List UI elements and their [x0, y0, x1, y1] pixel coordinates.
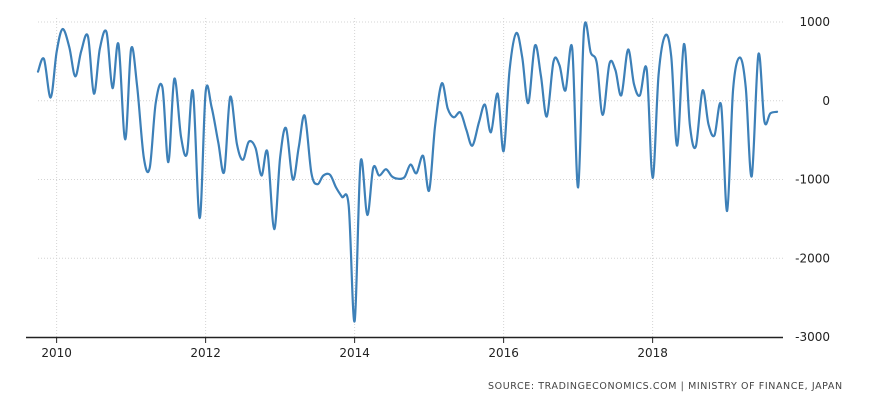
x-tick-label: 2018	[637, 346, 668, 360]
series-line-balance	[36, 21, 779, 323]
x-tick-label: 2016	[488, 346, 519, 360]
y-tick-label: -3000	[795, 330, 830, 344]
x-axis-ticks: 2010 2012 2014 2016 2018	[41, 337, 668, 360]
x-tick-label: 2012	[190, 346, 221, 360]
y-axis-ticks: 1000 0 -1000 -2000 -3000	[795, 15, 830, 344]
y-tick-label: 0	[822, 94, 830, 108]
x-tick-label: 2010	[41, 346, 72, 360]
x-tick-label: 2014	[339, 346, 370, 360]
y-tick-label: -2000	[795, 251, 830, 265]
series-group	[36, 21, 779, 323]
y-tick-label: -1000	[795, 173, 830, 187]
y-tick-label: 1000	[799, 15, 830, 29]
source-attribution: SOURCE: TRADINGECONOMICS.COM | MINISTRY …	[488, 381, 843, 392]
